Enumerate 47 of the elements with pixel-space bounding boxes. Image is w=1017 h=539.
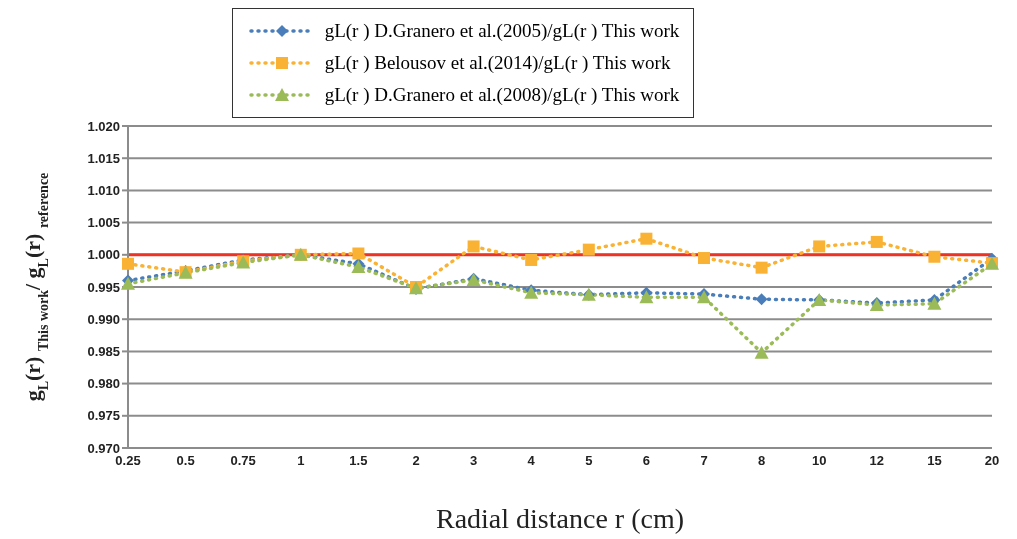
y-tick-label: 0.995 bbox=[87, 279, 120, 295]
x-tick-label: 20 bbox=[984, 453, 1000, 469]
point bbox=[698, 252, 710, 265]
point bbox=[525, 253, 538, 266]
x-tick-label: 15 bbox=[927, 453, 942, 469]
x-tick-label: 0.5 bbox=[176, 453, 195, 469]
point bbox=[122, 257, 134, 270]
point bbox=[467, 240, 480, 253]
x-tick-label: 12 bbox=[869, 453, 885, 469]
x-tick-label: 10 bbox=[811, 453, 827, 469]
point bbox=[351, 260, 366, 274]
y-tick-label: 0.975 bbox=[87, 408, 120, 424]
legend-label: gL(r ) D.Granero et al.(2005)/gL(r ) This work bbox=[324, 20, 680, 42]
point bbox=[639, 290, 654, 304]
x-tick-label: 1 bbox=[297, 453, 305, 469]
y-tick-label: 1.020 bbox=[87, 118, 120, 134]
y-tick-label: 0.985 bbox=[87, 344, 120, 360]
point bbox=[755, 293, 768, 306]
point bbox=[928, 250, 941, 263]
y-tick-label: 0.980 bbox=[87, 376, 120, 392]
point bbox=[754, 345, 769, 359]
legend-label: gL(r ) D.Granero et al.(2008)/gL(r ) This work bbox=[324, 84, 680, 106]
point bbox=[813, 240, 826, 253]
y-tick-label: 0.970 bbox=[87, 440, 120, 456]
x-tick-label: 0.25 bbox=[115, 453, 141, 469]
y-tick-label: 1.000 bbox=[87, 247, 120, 263]
x-tick-label: 8 bbox=[757, 453, 766, 469]
x-tick-label: 7 bbox=[700, 453, 708, 469]
x-axis-title: Radial distance r (cm) bbox=[435, 502, 685, 534]
point bbox=[352, 247, 365, 260]
x-tick-label: 0.75 bbox=[230, 453, 256, 469]
point bbox=[870, 235, 883, 248]
y-tick-label: 0.990 bbox=[87, 311, 120, 327]
y-tick-label: 1.005 bbox=[87, 215, 120, 231]
x-tick-label: 5 bbox=[585, 453, 593, 469]
x-tick-label: 2 bbox=[412, 453, 420, 469]
point bbox=[640, 232, 653, 245]
x-tick-label: 3 bbox=[469, 453, 478, 469]
legend-label: gL(r ) Belousov et al.(2014)/gL(r ) This work bbox=[324, 52, 671, 74]
point bbox=[755, 261, 768, 274]
x-tick-label: 4 bbox=[527, 453, 536, 469]
x-tick-label: 6 bbox=[642, 453, 651, 469]
point bbox=[582, 243, 595, 256]
x-tick-label: 1.5 bbox=[349, 453, 368, 469]
y-tick-label: 1.010 bbox=[87, 183, 120, 199]
point bbox=[927, 296, 942, 310]
y-tick-label: 1.015 bbox=[87, 150, 120, 166]
